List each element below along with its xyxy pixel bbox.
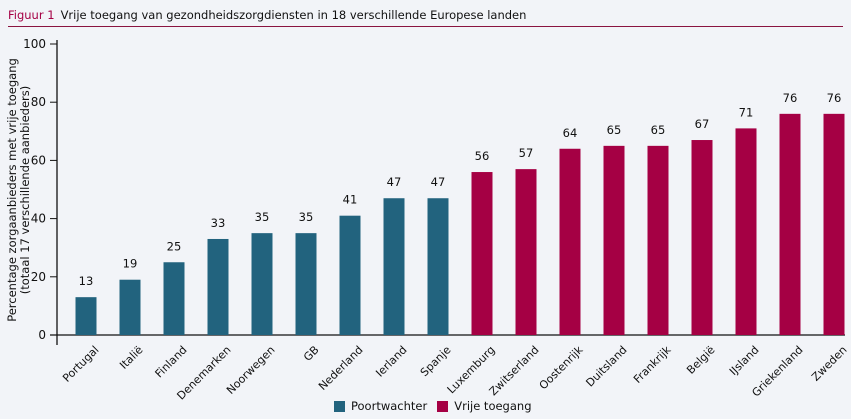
x-tick-label: Italië bbox=[117, 343, 146, 372]
figure-label: Figuur 1 bbox=[8, 8, 55, 22]
bar-value-label: 33 bbox=[211, 216, 226, 230]
x-tick-label: Duitsland bbox=[583, 343, 629, 389]
legend-swatch-vrije-toegang bbox=[437, 400, 449, 412]
bar-value-label: 67 bbox=[695, 117, 710, 131]
x-tick-label: Zweden bbox=[809, 343, 849, 383]
bar bbox=[207, 238, 229, 335]
x-tick-label: Nederland bbox=[316, 343, 366, 393]
bar bbox=[251, 233, 273, 335]
x-tick-label: Portugal bbox=[60, 343, 101, 384]
figure-title-text: Vrije toegang van gezondheidszorgdienste… bbox=[60, 8, 527, 22]
bar bbox=[559, 148, 581, 335]
bar-value-label: 76 bbox=[827, 91, 842, 105]
x-tick-label: Spanje bbox=[418, 343, 454, 379]
y-tick-label: 80 bbox=[31, 95, 46, 109]
bar-value-label: 19 bbox=[123, 257, 138, 271]
bar bbox=[735, 128, 757, 335]
bar-value-label: 13 bbox=[79, 274, 94, 288]
bars: 13 19 25 33 35 35 41 47 47 56 57 64 65 65 67 71 76 76 bbox=[75, 91, 845, 335]
bar bbox=[295, 233, 317, 335]
bar bbox=[339, 215, 361, 335]
legend-swatch-poortwachter bbox=[334, 400, 345, 412]
bar bbox=[383, 198, 405, 335]
y-tick-label: 60 bbox=[31, 153, 46, 167]
bar bbox=[471, 172, 493, 335]
bar-value-label: 56 bbox=[475, 149, 490, 163]
legend: Poortwachter Vrije toegang bbox=[334, 399, 532, 413]
bar bbox=[823, 113, 845, 335]
x-tick-label: IJsland bbox=[727, 343, 762, 378]
legend-item-poortwachter: Poortwachter bbox=[334, 399, 427, 413]
y-axis-title-line1: Percentage zorgaanbieders met vrije toeg… bbox=[5, 58, 19, 322]
bar bbox=[163, 262, 185, 335]
y-axis-title-line2: (totaal 17 verschillende aanbieders) bbox=[18, 86, 32, 295]
x-tick-label: Finland bbox=[153, 343, 190, 380]
bar-value-label: 71 bbox=[739, 105, 754, 119]
bar-value-label: 35 bbox=[255, 210, 270, 224]
bar bbox=[119, 279, 141, 335]
bar bbox=[515, 169, 537, 335]
x-axis-labels: Portugal Italië FinlandDenemarkenNoorwegen… bbox=[60, 343, 849, 403]
bar-value-label: 64 bbox=[563, 126, 578, 140]
bar-value-label: 35 bbox=[299, 210, 314, 224]
bar-value-label: 65 bbox=[607, 123, 622, 137]
bar bbox=[427, 198, 449, 335]
y-tick-label: 100 bbox=[23, 37, 46, 51]
x-tick-label: Frankrijk bbox=[631, 343, 674, 386]
bar-value-label: 76 bbox=[783, 91, 798, 105]
bar bbox=[691, 140, 713, 335]
bar-value-label: 25 bbox=[167, 239, 182, 253]
x-tick-label: Oostenrijk bbox=[537, 343, 586, 392]
bar-value-label: 47 bbox=[431, 175, 446, 189]
x-tick-label: GB bbox=[301, 343, 322, 364]
bar bbox=[75, 297, 97, 335]
y-tick-label: 40 bbox=[31, 212, 46, 226]
bar-value-label: 47 bbox=[387, 175, 402, 189]
figure-title: Figuur 1 Vrije toegang van gezondheidszor… bbox=[8, 4, 843, 27]
legend-item-vrije-toegang: Vrije toegang bbox=[437, 399, 532, 413]
bar-value-label: 65 bbox=[651, 123, 666, 137]
x-tick-label: België bbox=[684, 343, 718, 377]
bar bbox=[647, 145, 669, 335]
bar bbox=[779, 113, 801, 335]
bar-value-label: 41 bbox=[343, 193, 358, 207]
bar bbox=[603, 145, 625, 335]
x-tick-label: Ierland bbox=[373, 343, 409, 379]
y-tick-label: 20 bbox=[31, 270, 46, 284]
legend-label-poortwachter: Poortwachter bbox=[351, 399, 428, 413]
legend-label-vrije-toegang: Vrije toegang bbox=[454, 399, 532, 413]
y-tick-label: 0 bbox=[38, 328, 46, 342]
bar-value-label: 57 bbox=[519, 146, 534, 160]
